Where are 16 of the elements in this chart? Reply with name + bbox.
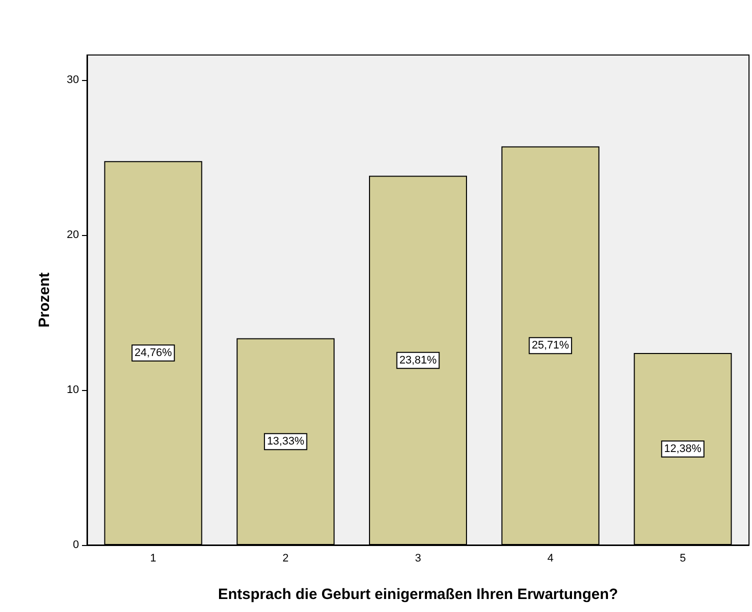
- data-label: 23,81%: [399, 354, 437, 366]
- y-tick-label: 0: [72, 539, 79, 551]
- x-tick-label: 1: [150, 552, 156, 564]
- data-label: 12,38%: [664, 443, 702, 456]
- y-tick-label: 20: [66, 228, 79, 241]
- y-axis-title: Prozent: [36, 272, 53, 328]
- y-tick-label: 30: [66, 74, 79, 86]
- data-label: 13,33%: [266, 436, 304, 448]
- x-axis-title: Entsprach die Geburt einigermaßen Ihren Erwartungen?: [218, 586, 618, 603]
- x-tick-label: 4: [547, 552, 554, 564]
- data-label: 25,71%: [532, 340, 570, 352]
- x-tick-label: 3: [414, 552, 422, 564]
- data-label: 24,76%: [134, 347, 172, 360]
- x-tick-label: 2: [282, 552, 289, 564]
- y-tick-label: 10: [66, 384, 79, 396]
- x-tick-label: 5: [680, 552, 686, 564]
